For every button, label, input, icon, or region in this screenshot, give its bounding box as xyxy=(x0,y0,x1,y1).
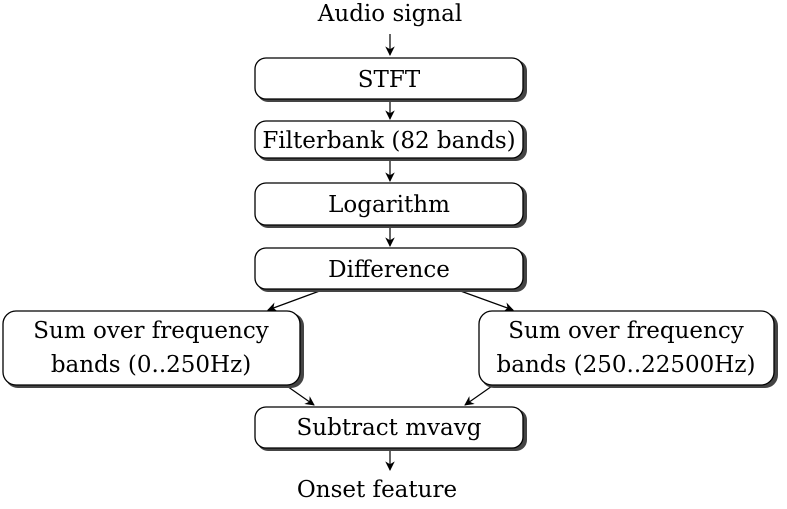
node-sum-low: Sum over frequency bands (0..250Hz) xyxy=(2,310,304,388)
input-label: Audio signal xyxy=(317,1,462,27)
node-sum-low-label-line1: Sum over frequency xyxy=(33,318,268,344)
node-logarithm-label: Logarithm xyxy=(328,192,450,218)
node-stft-label: STFT xyxy=(358,67,421,93)
node-difference-label: Difference xyxy=(328,257,450,283)
node-subtract-label: Subtract mvavg xyxy=(297,415,482,441)
edge-sum-high-to-subtract xyxy=(464,383,496,406)
node-sum-high: Sum over frequency bands (250..22500Hz) xyxy=(478,310,778,388)
node-filterbank: Filterbank (82 bands) xyxy=(254,120,527,161)
node-subtract: Subtract mvavg xyxy=(254,406,527,451)
node-stft: STFT xyxy=(254,57,527,102)
output-label: Onset feature xyxy=(297,477,457,503)
edge-difference-to-sum-low xyxy=(267,288,326,312)
node-sum-high-label-line2: bands (250..22500Hz) xyxy=(497,352,756,378)
node-filterbank-label: Filterbank (82 bands) xyxy=(262,128,515,154)
node-sum-low-label-line2: bands (0..250Hz) xyxy=(51,352,251,378)
edge-difference-to-sum-high xyxy=(454,288,514,312)
node-difference: Difference xyxy=(254,247,527,292)
node-sum-high-label-line1: Sum over frequency xyxy=(508,318,743,344)
node-logarithm: Logarithm xyxy=(254,182,527,228)
